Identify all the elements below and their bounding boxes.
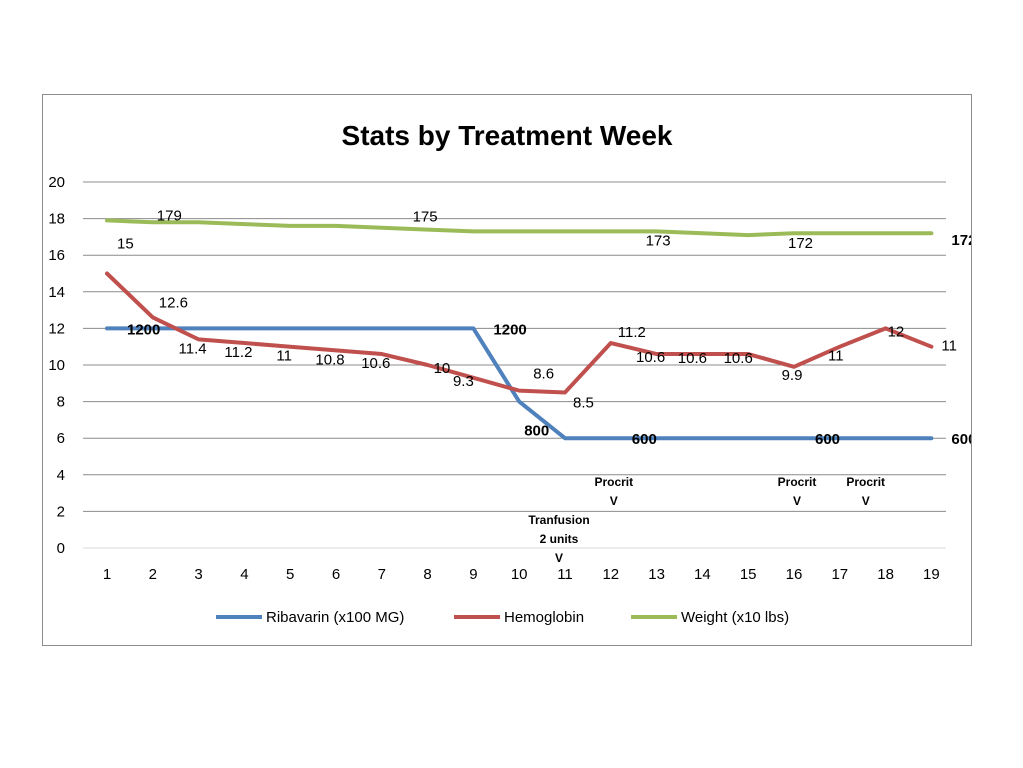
chart-frame: Stats by Treatment Week 0 2 4 6 8 10 12 14 16 18 2… [42,94,972,646]
y-tick-label: 20 [48,174,65,191]
data-label: 1200 [127,321,160,338]
data-label: 11.2 [224,344,252,361]
annotation-text: V [555,551,563,565]
data-label: 172 [951,232,971,249]
data-label: 600 [815,431,840,448]
annotation-text: V [610,494,618,508]
data-labels: 1200 1200 800 600 600 600 15 12.6 11.4 11.2 11 10.8… [117,207,971,448]
data-label: 12.6 [159,294,188,311]
annotation-text: Procrit [594,475,633,489]
legend-label: Hemoglobin [504,609,584,626]
data-label: 11.4 [179,340,207,357]
data-label: 10.6 [636,349,665,366]
data-label: 11 [828,348,844,365]
y-tick-label: 8 [57,394,65,411]
x-tick-label: 12 [602,566,619,583]
annotation-text: 2 units [540,532,579,546]
data-label: 600 [951,431,971,448]
x-tick-label: 13 [648,566,665,583]
x-tick-label: 18 [877,566,894,583]
data-label: 600 [632,431,657,448]
data-label: 11.2 [618,324,646,341]
data-label: 172 [788,235,813,252]
data-label: 10.6 [361,355,390,372]
data-label: 15 [117,236,134,253]
x-tick-label: 10 [511,566,528,583]
chart-title: Stats by Treatment Week [342,120,673,151]
x-tick-label: 17 [831,566,848,583]
data-label: 8.6 [533,366,554,383]
x-tick-label: 11 [557,566,573,583]
data-label: 9.9 [782,367,803,384]
series-lines [105,218,934,441]
data-label: 173 [646,232,671,249]
x-tick-label: 14 [694,566,711,583]
annotation-text: V [862,494,870,508]
x-tick-label: 6 [332,566,340,583]
x-tick-label: 19 [923,566,940,583]
x-tick-label: 3 [194,566,202,583]
x-tick-label: 8 [423,566,431,583]
data-label: 12 [888,323,905,340]
chart-svg: Stats by Treatment Week 0246810121416182… [48,120,971,626]
legend-label: Ribavarin (x100 MG) [266,609,404,626]
y-tick-label: 0 [57,540,65,557]
x-axis-ticks: 1 2 3 4 5 6 7 8 9 10 11 12 13 14 15 16 17 18 19 [103,566,940,583]
y-tick-label: 10 [48,357,65,374]
x-tick-label: 7 [378,566,386,583]
x-tick-label: 9 [469,566,477,583]
legend-label: Weight (x10 lbs) [681,609,789,626]
x-tick-label: 16 [786,566,803,583]
y-tick-label: 14 [48,284,65,301]
y-tick-label: 4 [57,467,65,484]
data-label: 10.8 [315,351,344,368]
data-label: 10.6 [678,350,707,367]
y-axis-ticks: 0 2 4 6 8 10 12 14 16 18 20 [48,174,65,557]
data-label: 11 [276,348,292,365]
y-tick-label: 16 [48,247,65,264]
y-tick-label: 18 [48,211,65,228]
series-line-0 [105,326,934,441]
x-tick-label: 15 [740,566,757,583]
data-label: 10 [434,360,451,377]
data-label: 175 [413,209,438,226]
data-label: 11 [941,338,957,355]
annotation-text: Tranfusion [528,513,589,527]
annotations: Procrit V Procrit V Procrit V Tranfusion 2 unit… [528,475,885,565]
x-tick-label: 2 [149,566,157,583]
series-line-2 [105,218,934,238]
data-label: 8.5 [573,394,594,411]
data-label: 1200 [493,321,526,338]
annotation-text: Procrit [846,475,885,489]
y-tick-label: 12 [48,320,65,337]
x-tick-label: 5 [286,566,294,583]
data-label: 9.3 [453,373,474,390]
legend: Ribavarin (x100 MG) Hemoglobin Weight (x10… [216,609,789,626]
x-tick-label: 1 [103,566,111,583]
data-label: 179 [157,207,182,224]
annotation-text: V [793,494,801,508]
data-label: 10.6 [724,350,753,367]
y-tick-label: 6 [57,430,65,447]
annotation-text: Procrit [778,475,817,489]
data-label: 800 [524,423,549,440]
x-tick-label: 4 [240,566,248,583]
series-line-1 [105,271,934,395]
y-tick-label: 2 [57,503,65,520]
gridlines [83,181,946,549]
